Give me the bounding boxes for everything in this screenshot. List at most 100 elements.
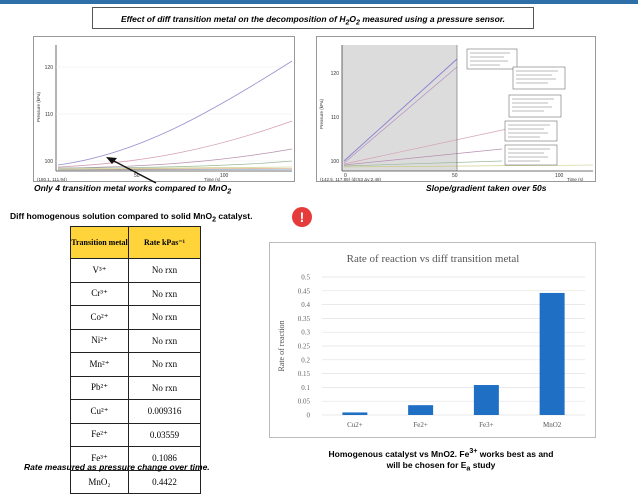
- trace-cu2-right: [343, 160, 503, 167]
- fit-box: [504, 120, 558, 142]
- x-tick-label: Fe3+: [479, 421, 494, 429]
- table-row: Co²⁺ No rxn: [70, 305, 201, 330]
- header-rate: Rate kPas⁻¹: [128, 226, 201, 259]
- fit-box: [466, 48, 518, 70]
- trace-mno2-right: [343, 66, 458, 164]
- fit-box: [504, 144, 558, 166]
- table-caption: Rate measured as pressure change over ti…: [24, 462, 210, 472]
- top-accent-bar: [0, 0, 638, 4]
- cell-rate: No rxn: [128, 258, 201, 283]
- fit-box: [512, 66, 566, 90]
- right-x-tick: 50: [452, 173, 458, 179]
- left-graph-caption: Only 4 transition metal works compared t…: [34, 183, 232, 196]
- conclusion-note: Homogenous catalyst vs MnO2. Fe3+ works …: [300, 446, 582, 475]
- cell-rate: 0.009316: [128, 399, 201, 424]
- alert-icon: !: [292, 207, 312, 227]
- y-tick-label: 0.25: [298, 343, 311, 351]
- left-x-tick: 100: [220, 173, 229, 179]
- table-row: Cu²⁺ 0.009316: [70, 399, 201, 424]
- trace-flat-c: [57, 169, 293, 171]
- fit-box: [508, 94, 562, 118]
- right-y-tick: 120: [331, 71, 340, 77]
- bar-chart-svg: Rate of reaction vs diff transition meta…: [277, 253, 585, 429]
- y-tick-label: 0.2: [301, 356, 310, 364]
- cell-metal: Fe³⁺: [70, 446, 129, 471]
- table-row: Cr³⁺ No rxn: [70, 281, 201, 306]
- conclusion-line-1: Homogenous catalyst vs MnO2. Fe3+ works …: [328, 447, 554, 459]
- trace-fe3-right: [343, 128, 508, 165]
- y-tick-label: 0.4: [301, 301, 310, 309]
- table-row: Fe²⁺ 0.03559: [70, 422, 201, 447]
- rate-bar-chart: Rate of reaction vs diff transition meta…: [269, 242, 596, 438]
- trace-flat-right: [343, 164, 594, 168]
- cell-metal: Cu²⁺: [70, 399, 129, 424]
- bar-mno2: [539, 292, 565, 415]
- table-row: MnO₂ 0.4422: [70, 469, 201, 494]
- cell-metal: V³⁺: [70, 258, 129, 283]
- left-y-label: Pressure (kPa): [36, 91, 41, 122]
- left-pressure-graph: 120 110 100 50 100 Pressure (kPa) Time (…: [33, 36, 295, 182]
- cell-rate: No rxn: [128, 328, 201, 353]
- x-tick-label: MnO2: [543, 421, 562, 429]
- header-metal: Transition metal: [70, 226, 129, 259]
- table-row: Fe³⁺ 0.1086: [70, 446, 201, 471]
- left-x-tick: 50: [134, 173, 140, 179]
- table-row: Pb²⁺ No rxn: [70, 375, 201, 400]
- cell-rate: No rxn: [128, 352, 201, 377]
- cell-metal: Cr³⁺: [70, 281, 129, 306]
- y-tick-label: 0.35: [298, 315, 311, 323]
- left-y-tick: 100: [45, 159, 54, 165]
- cell-metal: MnO₂: [70, 469, 129, 494]
- y-tick-label: 0.1: [301, 384, 310, 392]
- bar-fe3: [473, 385, 499, 415]
- right-x-tick: 0: [344, 173, 347, 179]
- y-tick-label: 0.45: [298, 287, 311, 295]
- trace-cu2: [57, 160, 293, 169]
- fit-line-mno2: [343, 58, 458, 162]
- rates-table: Transition metal Rate kPas⁻¹ V³⁺ No rxn C…: [70, 226, 201, 494]
- selection-region: [342, 45, 457, 171]
- table-row: Mn²⁺ No rxn: [70, 352, 201, 377]
- trace-fe2-right: [343, 148, 503, 166]
- y-tick-label: 0.5: [301, 274, 310, 282]
- cell-rate: 0.1086: [128, 446, 201, 471]
- cell-metal: Ni²⁺: [70, 328, 129, 353]
- homogeneous-note: Diff homogenous solution compared to sol…: [10, 211, 253, 224]
- right-y-tick: 110: [331, 115, 339, 121]
- right-graph-svg: 120 110 100 0 50 100 Pressure (kPa) Time…: [319, 45, 594, 182]
- trace-flat-b: [57, 168, 293, 170]
- trace-fe2: [57, 148, 293, 169]
- trace-fe3: [57, 120, 293, 168]
- left-y-tick: 120: [45, 65, 54, 71]
- pointer-arrow: [106, 157, 157, 184]
- y-tick-label: 0: [307, 412, 311, 420]
- x-tick-label: Fe2+: [413, 421, 428, 429]
- y-tick-label: 0.15: [298, 370, 311, 378]
- bar-fe2: [408, 405, 434, 415]
- y-tick-label: 0.05: [298, 398, 311, 406]
- right-graph-caption: Slope/gradient taken over 50s: [426, 183, 547, 193]
- cell-metal: Fe²⁺: [70, 422, 129, 447]
- cell-rate: No rxn: [128, 281, 201, 306]
- cell-rate: 0.4422: [128, 469, 201, 494]
- cell-rate: 0.03559: [128, 422, 201, 447]
- x-tick-label: Cu2+: [347, 421, 363, 429]
- y-tick-label: 0.3: [301, 329, 310, 337]
- left-y-tick: 110: [45, 112, 53, 118]
- cell-rate: No rxn: [128, 305, 201, 330]
- right-y-label: Pressure (kPa): [319, 98, 324, 129]
- right-y-tick: 100: [331, 159, 340, 165]
- bar-cu2: [342, 412, 368, 415]
- right-pressure-graph: 120 110 100 0 50 100 Pressure (kPa) Time…: [316, 36, 596, 182]
- cell-metal: Co²⁺: [70, 305, 129, 330]
- left-graph-svg: 120 110 100 50 100 Pressure (kPa) Time (…: [36, 45, 293, 182]
- left-coord-readout: (180.1, 111.94): [37, 177, 67, 182]
- right-coord-readout: (142.5, 117.85) (dt:53 Δv:2.48): [320, 177, 381, 182]
- table-header-row: Transition metal Rate kPas⁻¹: [70, 226, 201, 259]
- table-row: Ni²⁺ No rxn: [70, 328, 201, 353]
- right-x-tick: 100: [555, 173, 564, 179]
- trace-flat-a: [57, 166, 293, 170]
- cell-metal: Pb²⁺: [70, 375, 129, 400]
- conclusion-line-2: will be chosen for Ea study: [386, 459, 496, 473]
- slide-title: Effect of diff transition metal on the d…: [92, 7, 534, 29]
